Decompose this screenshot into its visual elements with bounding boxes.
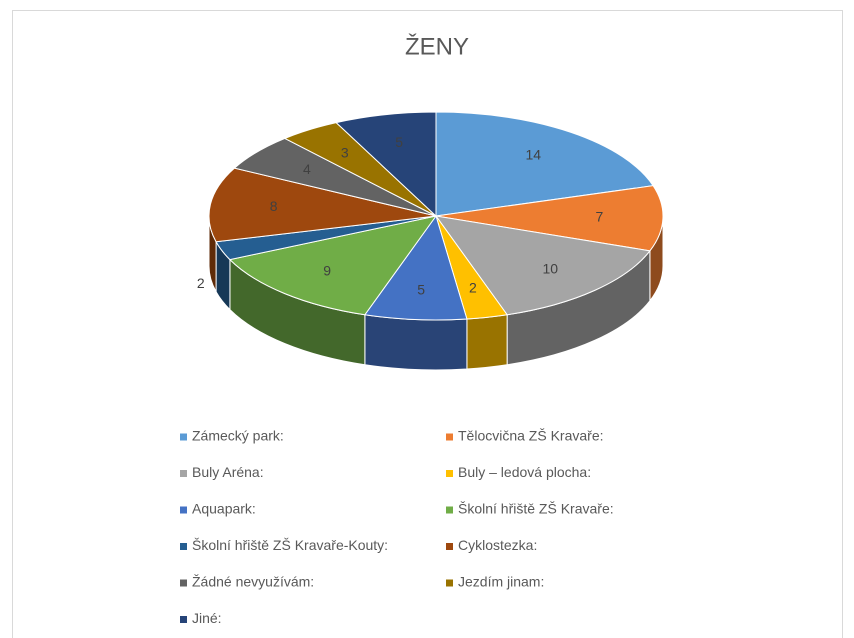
legend-label: Cyklostezka: bbox=[458, 537, 537, 553]
data-label: 10 bbox=[542, 260, 558, 276]
data-label: 3 bbox=[341, 145, 349, 161]
slice bbox=[228, 215, 438, 316]
slice bbox=[208, 167, 437, 243]
legend-swatch bbox=[180, 543, 187, 550]
data-label: 9 bbox=[323, 263, 331, 279]
legend-swatch bbox=[180, 579, 187, 587]
legend-label: Školní hřiště ZŠ Kravaře-Kouty: bbox=[192, 537, 388, 553]
slice-side bbox=[364, 314, 468, 371]
data-label: 5 bbox=[395, 134, 403, 150]
legend-label: Buly Aréna: bbox=[192, 464, 264, 480]
data-label: 7 bbox=[595, 208, 603, 224]
legend-swatch bbox=[180, 433, 187, 441]
legend-swatch bbox=[446, 543, 453, 550]
legend-label: Buly – ledová plocha: bbox=[458, 464, 591, 480]
legend-swatch bbox=[446, 579, 453, 587]
legend-swatch bbox=[180, 616, 187, 623]
data-label: 2 bbox=[197, 275, 205, 291]
legend-swatch bbox=[446, 470, 453, 477]
data-label: 14 bbox=[525, 147, 541, 163]
data-label: 2 bbox=[469, 280, 477, 296]
slice bbox=[435, 185, 664, 252]
legend-swatch bbox=[446, 433, 453, 441]
legend-swatch bbox=[180, 470, 187, 477]
data-label: 5 bbox=[417, 281, 425, 297]
legend-label: Tělocvična ZŠ Kravaře: bbox=[458, 428, 604, 444]
legend-label: Jezdím jinam: bbox=[458, 574, 544, 590]
legend-label: Zámecký park: bbox=[192, 428, 284, 444]
chart-title: ŽENY bbox=[405, 33, 469, 60]
legend-label: Aquapark: bbox=[192, 501, 256, 517]
legend-label: Školní hřiště ZŠ Kravaře: bbox=[458, 501, 614, 517]
legend-label: Jiné: bbox=[192, 610, 222, 626]
data-label: 4 bbox=[303, 161, 311, 177]
data-label: 8 bbox=[270, 198, 278, 214]
slice-side bbox=[466, 314, 508, 370]
legend-swatch bbox=[446, 506, 453, 514]
legend-label: Žádné nevyužívám: bbox=[192, 574, 314, 590]
slice bbox=[435, 111, 654, 217]
slice bbox=[363, 214, 468, 321]
slice bbox=[335, 111, 437, 218]
legend-swatch bbox=[180, 506, 187, 514]
